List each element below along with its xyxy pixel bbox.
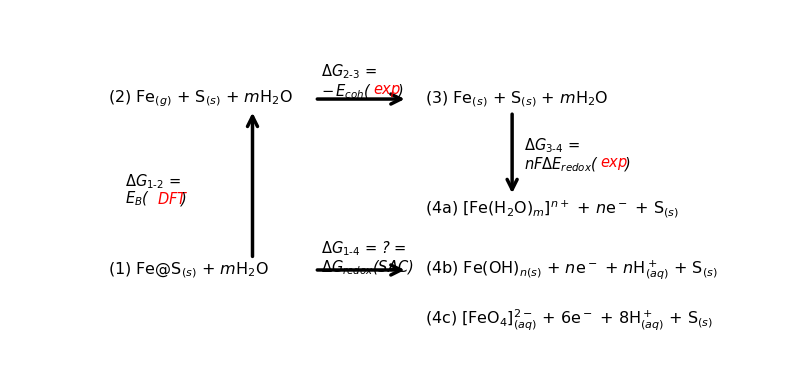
Text: (4b) Fe(OH)$_{n(s)}$ + $n$e$^-$ + $n$H$^+_{(aq)}$ + S$_{(s)}$: (4b) Fe(OH)$_{n(s)}$ + $n$e$^-$ + $n$H$^… bbox=[425, 258, 719, 282]
Text: $\Delta G_{redox}$($SAC$): $\Delta G_{redox}$($SAC$) bbox=[320, 258, 414, 277]
Text: $\mathit{DFT}$: $\mathit{DFT}$ bbox=[157, 191, 189, 207]
Text: $nF\Delta E_{redox}$(: $nF\Delta E_{redox}$( bbox=[524, 155, 599, 174]
Text: $\Delta G_{1\text{-}4}$ = ? =: $\Delta G_{1\text{-}4}$ = ? = bbox=[320, 239, 406, 258]
Text: (2) Fe$_{(g)}$ + S$_{(s)}$ + $m$H$_2$O: (2) Fe$_{(g)}$ + S$_{(s)}$ + $m$H$_2$O bbox=[108, 89, 292, 109]
Text: $\Delta G_{1\text{-}2}$ =: $\Delta G_{1\text{-}2}$ = bbox=[125, 172, 181, 191]
Text: ): ) bbox=[624, 157, 630, 172]
Text: (4c) [FeO$_4$]$^{2-}_{(aq)}$ + 6e$^-$ + 8H$^+_{(aq)}$ + S$_{(s)}$: (4c) [FeO$_4$]$^{2-}_{(aq)}$ + 6e$^-$ + … bbox=[425, 307, 714, 333]
Text: ): ) bbox=[398, 84, 404, 99]
Text: $E_B$(: $E_B$( bbox=[125, 190, 149, 209]
Text: (4a) [Fe(H$_2$O)$_m$]$^{n+}$ + $n$e$^-$ + S$_{(s)}$: (4a) [Fe(H$_2$O)$_m$]$^{n+}$ + $n$e$^-$ … bbox=[425, 198, 680, 219]
Text: (1) Fe@S$_{(s)}$ + $m$H$_2$O: (1) Fe@S$_{(s)}$ + $m$H$_2$O bbox=[108, 260, 268, 280]
Text: $\mathit{exp}$: $\mathit{exp}$ bbox=[373, 83, 401, 99]
Text: ): ) bbox=[181, 192, 187, 207]
Text: (3) Fe$_{(s)}$ + S$_{(s)}$ + $m$H$_2$O: (3) Fe$_{(s)}$ + S$_{(s)}$ + $m$H$_2$O bbox=[425, 89, 609, 109]
Text: $\mathit{exp}$: $\mathit{exp}$ bbox=[599, 156, 628, 172]
Text: $\Delta G_{3\text{-}4}$ =: $\Delta G_{3\text{-}4}$ = bbox=[524, 136, 580, 154]
Text: $\Delta G_{2\text{-}3}$ =: $\Delta G_{2\text{-}3}$ = bbox=[320, 62, 376, 81]
Text: $-\, E_{coh}$(: $-\, E_{coh}$( bbox=[320, 82, 371, 100]
